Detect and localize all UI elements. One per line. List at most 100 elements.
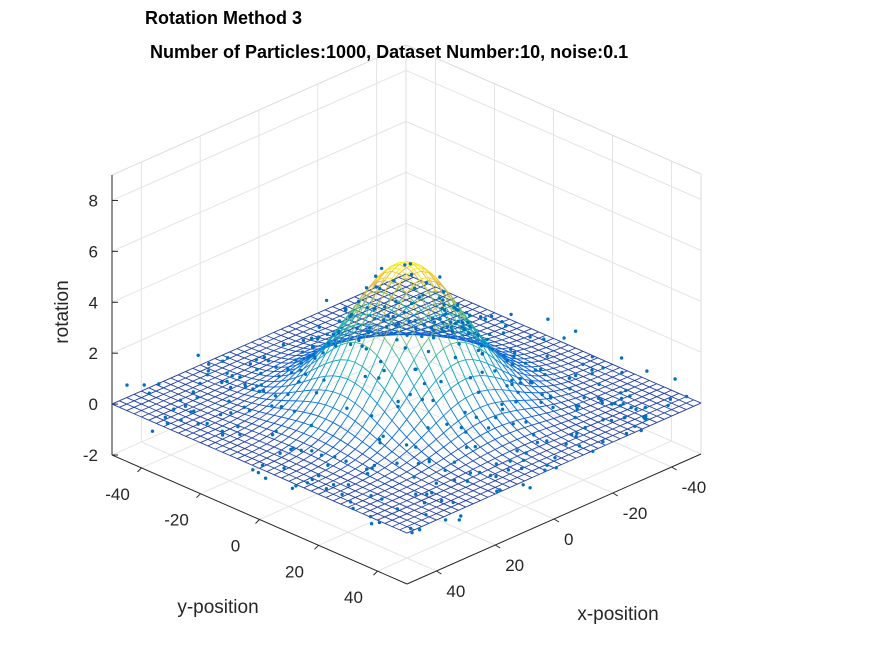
surface-line — [517, 326, 524, 329]
surface-line — [355, 342, 362, 344]
surface-line — [377, 338, 384, 355]
surface-line — [333, 494, 340, 497]
surface-line — [539, 461, 546, 465]
surface-line — [524, 445, 531, 450]
surface-line — [377, 507, 384, 510]
surface-line — [539, 359, 546, 361]
surface-line — [605, 377, 612, 380]
scatter-point — [368, 326, 371, 329]
surface-line — [208, 403, 215, 406]
surface-line — [237, 380, 244, 382]
surface-line — [149, 420, 156, 423]
surface-line — [627, 371, 634, 374]
surface-line — [281, 350, 288, 353]
surface-line — [583, 442, 590, 445]
surface-line — [481, 497, 488, 500]
surface-line — [289, 481, 296, 484]
surface-line — [620, 413, 627, 416]
scatter-point — [449, 320, 452, 323]
scatter-point — [494, 416, 497, 419]
scatter-point — [148, 392, 151, 395]
surface-line — [341, 501, 348, 504]
surface-line — [554, 426, 561, 431]
scatter-point — [349, 343, 352, 346]
surface-line — [568, 357, 575, 360]
surface-line — [178, 384, 185, 387]
scatter-point — [570, 433, 573, 436]
surface-line — [561, 458, 568, 461]
surface-line — [171, 381, 178, 384]
surface-line — [333, 377, 340, 392]
surface-line — [164, 410, 171, 413]
surface-line — [355, 480, 362, 484]
surface-line — [141, 388, 148, 391]
scatter-point — [574, 416, 577, 419]
surface-line — [230, 445, 237, 448]
scatter-point — [512, 355, 515, 358]
scatter-point — [373, 464, 376, 467]
surface-line — [532, 417, 539, 423]
surface-line — [267, 454, 274, 458]
scatter-point — [464, 430, 467, 433]
surface-line — [487, 342, 494, 343]
scatter-point — [442, 303, 445, 306]
surface-line — [348, 362, 355, 379]
surface-line — [274, 442, 281, 447]
surface-line — [546, 335, 553, 338]
surface-line — [539, 399, 546, 400]
scatter-point — [293, 410, 296, 413]
surface-line — [664, 387, 671, 390]
surface-line — [392, 386, 399, 399]
surface-line — [598, 374, 605, 377]
scatter-point — [405, 334, 408, 337]
scatter-point — [553, 456, 556, 459]
surface-line — [649, 387, 656, 390]
surface-line — [296, 452, 303, 457]
surface-line — [281, 355, 288, 358]
surface-line — [509, 319, 516, 322]
surface-line — [399, 429, 406, 437]
surface-line — [355, 436, 362, 441]
surface-line — [215, 384, 222, 387]
surface-line — [400, 527, 407, 530]
surface-line — [400, 523, 407, 526]
surface-line — [569, 411, 576, 414]
surface-line — [635, 377, 642, 380]
surface-line — [561, 407, 568, 409]
surface-line — [554, 385, 561, 389]
surface-line — [296, 329, 303, 332]
surface-line — [237, 352, 244, 355]
surface-line — [370, 480, 377, 484]
surface-line — [304, 452, 311, 455]
surface-line — [230, 383, 237, 386]
surface-line — [546, 368, 553, 370]
surface-line — [127, 407, 134, 410]
surface-line — [554, 398, 561, 403]
surface-line — [385, 520, 392, 523]
scatter-point — [644, 414, 647, 417]
scatter-point — [522, 483, 525, 486]
scatter-point — [357, 300, 360, 303]
surface-line — [443, 395, 450, 409]
surface-line — [510, 443, 517, 449]
surface-line — [554, 374, 561, 378]
surface-line — [311, 455, 318, 459]
surface-line — [613, 364, 620, 367]
surface-line — [473, 461, 480, 466]
surface-line — [561, 409, 568, 413]
surface-line — [525, 474, 532, 477]
surface-line — [385, 468, 392, 472]
scatter-point — [546, 464, 549, 467]
scatter-point — [310, 424, 313, 427]
surface-line — [642, 400, 649, 403]
surface-line — [304, 471, 311, 475]
scatter-point — [439, 380, 442, 383]
surface-line — [282, 437, 289, 442]
surface-line — [341, 487, 348, 490]
surface-line — [289, 350, 296, 352]
surface-line — [377, 487, 384, 490]
scatter-point — [344, 460, 347, 463]
surface-line — [451, 494, 458, 497]
surface-line — [480, 405, 487, 408]
scatter-point — [438, 317, 441, 320]
